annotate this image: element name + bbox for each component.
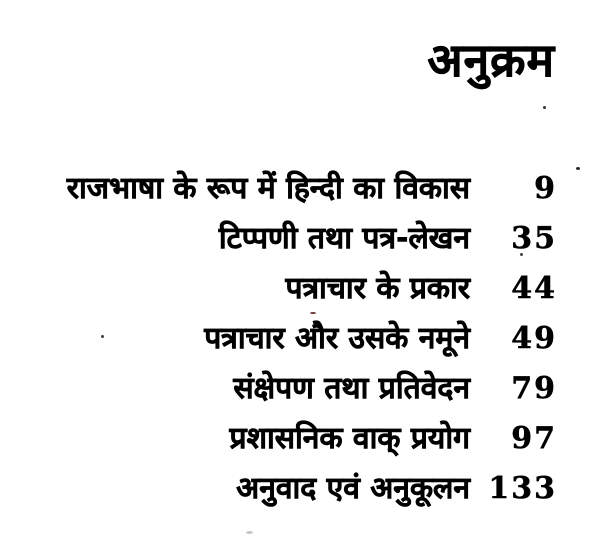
- toc-entry-page: 79: [511, 371, 557, 407]
- scan-speck: [520, 253, 523, 256]
- toc-entry-label: अनुवाद एवं अनुकूलन: [236, 471, 470, 507]
- scan-speck: [576, 167, 580, 170]
- toc-entry: पत्राचार के प्रकार 44: [0, 264, 600, 314]
- toc-entry: संक्षेपण तथा प्रतिवेदन 79: [0, 364, 600, 414]
- toc-entry-page: 9: [534, 171, 557, 207]
- toc-entry: पत्राचार और उसके नमूने 49: [0, 314, 600, 364]
- toc-entry-page: 35: [511, 221, 557, 257]
- scan-speck: [543, 106, 546, 109]
- toc-entry: अनुवाद एवं अनुकूलन 133: [0, 464, 600, 514]
- toc-entry-label: प्रशासनिक वाक् प्रयोग: [229, 421, 470, 457]
- scan-speck: [246, 531, 253, 534]
- toc-entry-label: टिप्पणी तथा पत्र-लेखन: [218, 221, 471, 257]
- toc-list: राजभाषा के रूप में हिन्दी का विकास 9 टिप…: [0, 164, 600, 514]
- toc-entry: राजभाषा के रूप में हिन्दी का विकास 9: [0, 164, 600, 214]
- toc-entry: टिप्पणी तथा पत्र-लेखन 35: [0, 214, 600, 264]
- toc-entry-label: पत्राचार के प्रकार: [285, 271, 470, 307]
- toc-entry-page: 49: [511, 321, 557, 357]
- scan-speck: [310, 312, 316, 314]
- toc-entry-page: 44: [511, 271, 557, 307]
- page-title: अनुक्रम: [427, 33, 555, 88]
- scan-speck: [101, 335, 104, 338]
- toc-entry: प्रशासनिक वाक् प्रयोग 97: [0, 414, 600, 464]
- toc-entry-label: संक्षेपण तथा प्रतिवेदन: [233, 371, 470, 407]
- toc-entry-label: पत्राचार और उसके नमूने: [204, 321, 470, 357]
- toc-entry-label: राजभाषा के रूप में हिन्दी का विकास: [66, 171, 470, 207]
- toc-entry-page: 97: [511, 421, 557, 457]
- toc-entry-page: 133: [488, 471, 557, 507]
